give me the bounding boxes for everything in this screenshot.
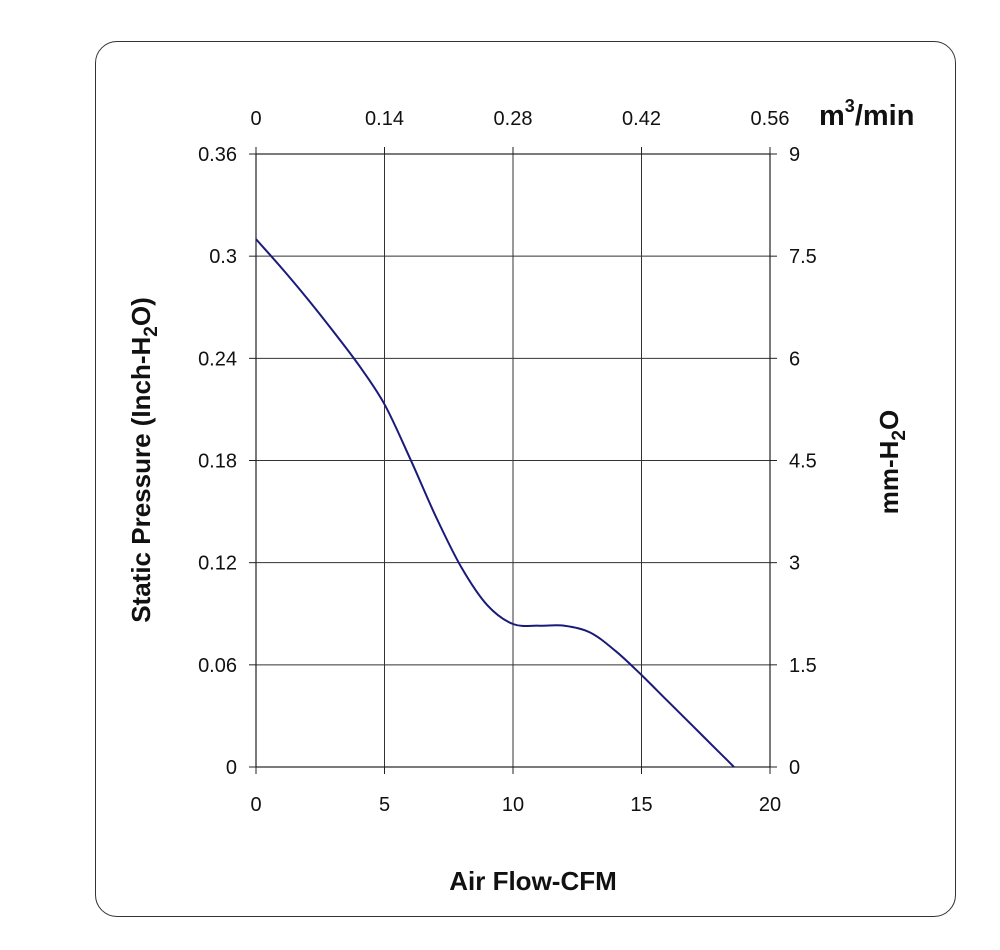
x-tick-label: 5 <box>379 794 390 816</box>
y2-tick-label: 9 <box>789 144 800 166</box>
y2-tick-label: 0 <box>789 757 800 779</box>
y-tick-label: 0.36 <box>198 144 237 166</box>
y2-tick-label: 4.5 <box>789 451 817 473</box>
x2-axis-title: m3/min <box>819 96 914 132</box>
x-tick-label: 15 <box>630 794 652 816</box>
grid-lines <box>256 154 770 767</box>
x-axis-title: Air Flow-CFM <box>449 866 617 896</box>
x2-tick-label: 0.28 <box>494 108 533 130</box>
x-tick-label: 20 <box>759 794 781 816</box>
y-tick-label: 0.12 <box>198 553 237 575</box>
y-tick-label: 0.18 <box>198 451 237 473</box>
x2-tick-label: 0.14 <box>365 108 404 130</box>
y2-axis-title: mm-H2O <box>874 410 910 514</box>
pq-curve-line <box>255 238 735 768</box>
y-tick-label: 0.3 <box>209 246 237 268</box>
y-axis-title: Static Pressure (Inch-H2O) <box>126 297 162 623</box>
x-tick-label: 0 <box>250 794 261 816</box>
x2-tick-label: 0.56 <box>751 108 790 130</box>
y-tick-label: 0.06 <box>198 655 237 677</box>
y-tick-label: 0 <box>226 757 237 779</box>
y2-tick-label: 6 <box>789 348 800 370</box>
tick-marks <box>249 147 777 774</box>
y2-tick-label: 1.5 <box>789 655 817 677</box>
x2-tick-label: 0 <box>250 108 261 130</box>
chart-frame <box>95 41 956 917</box>
x-tick-label: 10 <box>502 794 524 816</box>
y-tick-label: 0.24 <box>198 348 237 370</box>
x2-tick-label: 0.42 <box>622 108 661 130</box>
y2-tick-label: 7.5 <box>789 246 817 268</box>
y2-tick-label: 3 <box>789 553 800 575</box>
